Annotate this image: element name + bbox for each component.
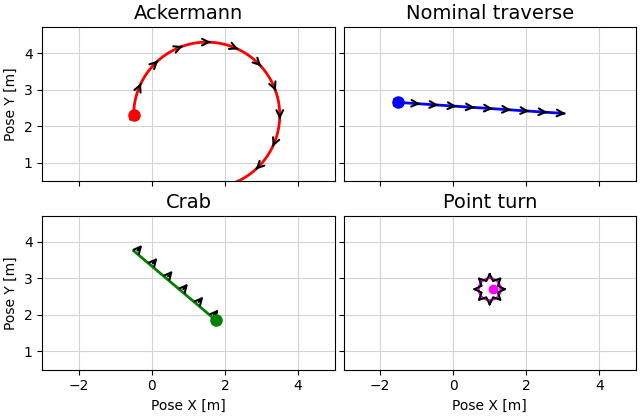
Title: Crab: Crab xyxy=(166,193,211,212)
Title: Ackermann: Ackermann xyxy=(134,4,243,23)
Title: Point turn: Point turn xyxy=(442,193,537,212)
Y-axis label: Pose Y [m]: Pose Y [m] xyxy=(4,256,18,330)
Y-axis label: Pose Y [m]: Pose Y [m] xyxy=(4,68,18,141)
X-axis label: Pose X [m]: Pose X [m] xyxy=(151,399,226,413)
Title: Nominal traverse: Nominal traverse xyxy=(406,4,574,23)
X-axis label: Pose X [m]: Pose X [m] xyxy=(452,399,527,413)
